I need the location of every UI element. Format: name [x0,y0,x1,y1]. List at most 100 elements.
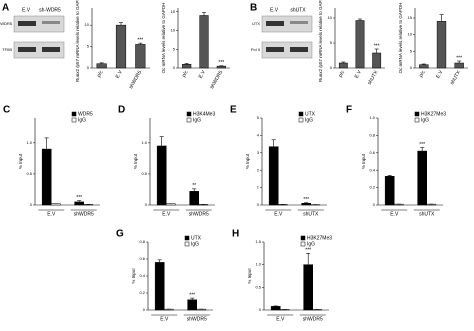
blot-band [266,21,284,26]
bar [270,306,281,311]
legend-swatch [71,111,77,117]
x-tick-label: shUTX [449,69,462,86]
legend-label: IgG [421,117,429,123]
significance: *** [303,197,309,203]
lane-label: sh-WDR5 [39,7,61,13]
bar [154,262,165,311]
y-axis-label: Oc mRNA levels relative to GAPDH [161,3,166,74]
legend-label: H3K4Me3 [193,111,215,117]
blot-band-bg [13,15,65,33]
y-tick-label: 1.0 [369,115,375,120]
y-axis-label: Runx2 /p57 mRNA levels relative to GAPDH [75,0,80,82]
y-tick-label: 0 [330,65,333,70]
y-tick-label: 0 [173,65,176,70]
panel-letter: D [118,105,125,116]
bar [189,191,199,206]
legend-swatch [414,117,420,123]
panel-letter: C [3,105,10,116]
legend-swatch [414,111,420,117]
legend-swatch [184,241,190,247]
legend-swatch [71,117,77,123]
legend-label: UTX [191,235,202,241]
panel-letter: G [116,229,124,240]
y-tick-label: 10 [328,15,333,20]
x-tick-label: p/c [181,69,190,78]
y-axis-label: % Input [247,268,252,284]
y-tick-label: 0 [30,202,33,207]
y-tick-label: 0 [410,65,413,70]
y-axis-label: % Input [131,268,136,284]
x-tick-label: E.V [274,211,283,217]
y-tick-label: 2 [257,167,260,172]
y-tick-label: 0.5 [26,171,32,176]
y-tick-label: 5 [87,44,90,49]
blot-band [42,21,60,24]
x-tick-label: E.V [390,211,399,217]
y-tick-label: 0 [87,65,90,70]
y-tick-label: 0.8 [369,132,375,137]
x-tick-label: shUTX [367,69,380,86]
lane-label: E.V [270,7,279,13]
y-tick-label: 3 [257,150,260,155]
bar [372,52,382,69]
y-tick-label: 1.0 [26,140,32,145]
y-axis-label: % Input [361,153,366,169]
y-tick-label: 15 [171,9,176,14]
bar [187,299,197,311]
bar [338,62,348,69]
x-tick-label: E.V [276,316,285,322]
bar [301,203,311,206]
y-tick-label: 5 [257,115,260,120]
bar [115,24,127,69]
legend-label: H3K27Me3 [421,111,446,117]
blot-band [18,21,36,26]
y-tick-label: 0.2 [369,185,375,190]
blot-band-bg [261,41,313,59]
y-tick-label: 0.6 [139,256,145,261]
y-tick-label: 0 [257,202,260,207]
y-tick-label: 0.8 [139,239,145,244]
panel-letter: H [232,229,239,240]
blot-band [18,47,36,52]
bar [384,176,395,206]
blot-band [266,47,284,52]
y-tick-label: 0 [145,202,148,207]
bar [436,21,447,69]
panel-letter: F [346,105,352,116]
band-label: UTX [252,21,260,26]
significance: *** [76,195,82,201]
bar [303,264,313,311]
x-tick-label: p/c [338,69,347,78]
bar [96,63,107,69]
significance: *** [374,43,380,49]
y-tick-label: 0.6 [369,150,375,155]
y-tick-label: 5 [173,46,176,51]
legend-swatch [186,117,192,123]
x-tick-label: p/c [418,69,427,78]
legend-swatch [300,241,306,247]
bar [74,201,85,206]
y-axis-label: Oc mRNA levels relative to GAPDH [398,3,403,74]
bar [417,150,427,206]
y-tick-label: 1.0 [255,262,261,267]
y-tick-label: 0.5 [255,284,261,289]
significance: *** [137,37,143,43]
x-tick-label: shWDR5 [74,211,94,217]
bar [454,62,464,69]
x-tick-label: E.V [162,211,171,217]
x-tick-label: E.V [354,69,364,80]
blot-band-bg [13,41,65,59]
blot-band [290,47,308,52]
y-tick-label: 10 [171,28,176,33]
legend-label: IgG [193,117,201,123]
y-tick-label: 10 [408,32,413,37]
panel-letter: A [2,3,9,14]
band-label: TFIIB [2,47,12,52]
y-tick-label: 0.4 [139,273,145,278]
x-tick-label: shUTX [419,211,435,217]
y-tick-label: 0 [143,307,146,312]
band-label: Pol II [251,47,260,52]
x-tick-label: shWDR5 [209,69,224,90]
lane-label: shUTX [290,7,306,13]
